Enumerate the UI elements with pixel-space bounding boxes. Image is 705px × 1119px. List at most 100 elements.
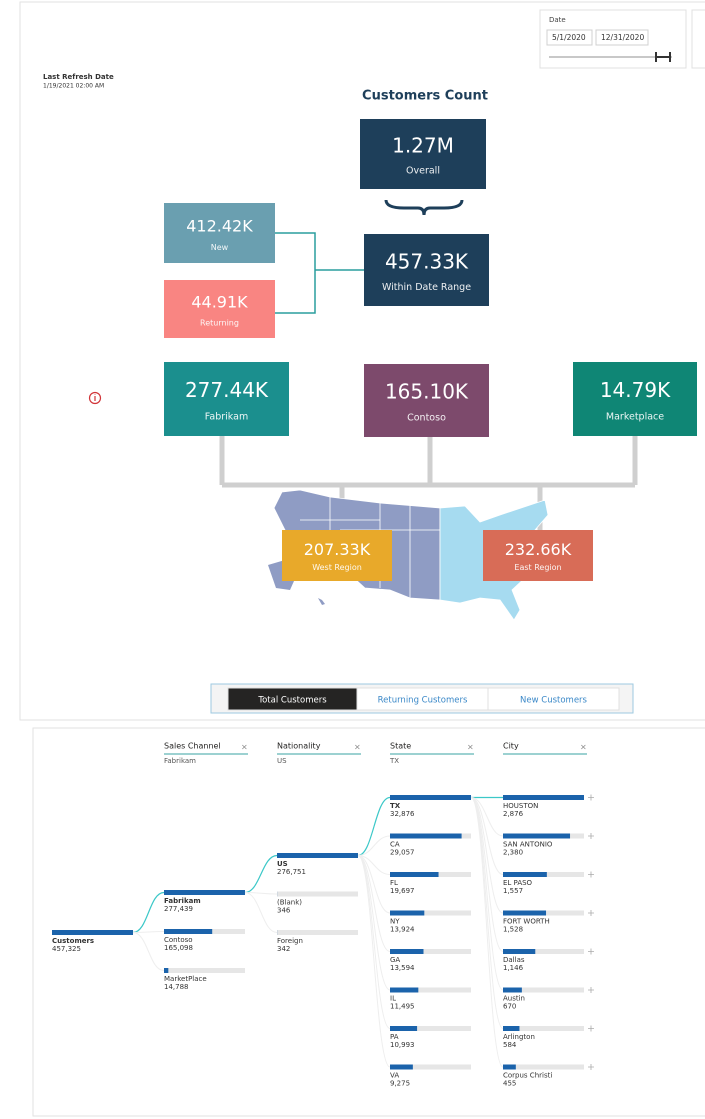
card-label: Marketplace	[606, 411, 664, 422]
bar	[164, 929, 213, 934]
info-icon[interactable]	[88, 391, 102, 405]
expand[interactable]	[588, 833, 594, 839]
remove[interactable]: ×	[354, 743, 361, 752]
card-bg	[573, 362, 697, 436]
item-name: Dallas	[503, 956, 525, 964]
expand[interactable]	[588, 1064, 594, 1070]
card-label: Fabrikam	[205, 411, 248, 422]
card-bg	[164, 280, 275, 338]
remove[interactable]: ×	[467, 743, 474, 752]
field-name: State	[390, 742, 411, 751]
bar-bg	[390, 987, 471, 993]
expand[interactable]	[588, 987, 594, 993]
top-panel	[19, 1, 705, 721]
item-count: 455	[503, 1080, 516, 1088]
slider-handle[interactable]	[655, 52, 671, 62]
item-count: 670	[503, 1003, 516, 1011]
link-selected	[132, 891, 165, 934]
bar	[503, 1064, 516, 1070]
bar	[164, 968, 169, 973]
item-name: HOUSTON	[503, 802, 538, 810]
card: 14.79K Marketplace	[573, 362, 697, 436]
card-bg	[282, 530, 392, 581]
item-name: SAN ANTONIO	[503, 841, 553, 849]
connector	[275, 232, 364, 314]
remove[interactable]: ×	[580, 743, 587, 752]
card-value: 457.33K	[385, 249, 469, 273]
bar-bg	[390, 910, 471, 916]
tab-label: Total Customers	[257, 696, 327, 706]
expand[interactable]	[588, 1025, 594, 1032]
card-value: 207.33K	[304, 540, 371, 559]
card-value: 1.27M	[392, 134, 454, 158]
card-label: West Region	[312, 563, 362, 572]
card-bg	[164, 362, 289, 436]
item-count: 1,146	[503, 964, 524, 972]
bar	[503, 949, 536, 954]
item-name: Foreign	[277, 937, 303, 945]
item-count: 342	[277, 945, 290, 953]
expand[interactable]	[588, 871, 594, 878]
item-name: TX	[390, 802, 401, 810]
card-value: 165.10K	[385, 380, 469, 404]
end-box[interactable]	[595, 29, 649, 46]
link	[357, 855, 391, 1068]
item-count: 11,495	[390, 1003, 415, 1011]
brace	[384, 199, 464, 216]
bar	[390, 1026, 418, 1031]
remove[interactable]: ×	[241, 743, 248, 752]
item-count: 19,697	[390, 887, 415, 895]
info-circle[interactable]	[88, 391, 102, 405]
item-count: 32,876	[390, 810, 415, 818]
item-name: (Blank)	[277, 899, 302, 907]
item-name: Austin	[503, 995, 525, 1003]
item-name: NY	[390, 918, 400, 926]
bar	[503, 987, 522, 993]
item-count: 1,557	[503, 887, 523, 895]
item-name: EL PASO	[503, 879, 533, 887]
expand[interactable]	[588, 948, 594, 955]
bar	[503, 1026, 520, 1031]
bar-bg	[277, 930, 358, 935]
start-box[interactable]	[546, 29, 593, 46]
link	[470, 797, 504, 1068]
bar-bg	[390, 1064, 471, 1070]
card: 207.33K West Region	[282, 530, 392, 581]
bar	[390, 795, 471, 800]
bar	[503, 795, 584, 800]
card: 457.33K Within Date Range	[364, 234, 489, 306]
bar-bg	[503, 949, 584, 954]
bar	[390, 910, 425, 916]
item-name: Fabrikam	[164, 897, 201, 905]
bar-bg	[164, 968, 245, 973]
card-bg	[360, 119, 486, 189]
item-count: 457,325	[52, 945, 81, 953]
link	[244, 892, 278, 933]
card-label: Returning	[200, 318, 239, 327]
item-name: FL	[390, 879, 398, 887]
item-count: 584	[503, 1041, 517, 1049]
field-filter: US	[277, 757, 287, 765]
card: 1.27M Overall	[360, 119, 486, 189]
field-filter: Fabrikam	[164, 757, 196, 765]
link-selected	[244, 854, 278, 894]
item-count: 2,876	[503, 810, 524, 818]
field-name: Nationality	[277, 742, 321, 751]
item-name: VA	[390, 1072, 399, 1080]
item-name: US	[277, 860, 288, 868]
bar	[503, 872, 547, 877]
link	[132, 931, 165, 933]
expand[interactable]	[588, 794, 594, 801]
item-count: 13,924	[390, 926, 415, 934]
card-bg	[364, 234, 489, 306]
expand[interactable]	[588, 910, 594, 916]
link	[470, 797, 504, 837]
bar-bg	[390, 949, 471, 954]
bar	[503, 910, 547, 916]
tab[interactable]	[487, 687, 620, 711]
card-value: 232.66K	[505, 540, 572, 559]
item-count: 346	[277, 907, 291, 915]
end-date: 12/31/2020	[601, 33, 644, 42]
card: 44.91K Returning	[164, 280, 275, 338]
